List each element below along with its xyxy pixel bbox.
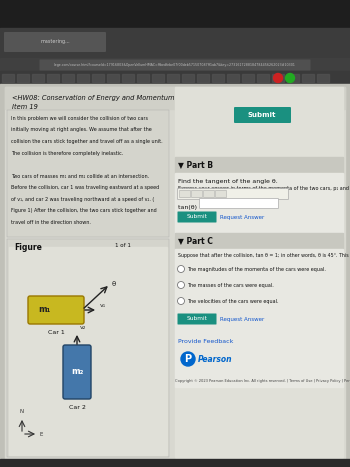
- Bar: [175, 87, 343, 457]
- Text: Submit: Submit: [187, 214, 208, 219]
- Text: The velocities of the cars were equal.: The velocities of the cars were equal.: [187, 299, 279, 304]
- Bar: [7, 239, 169, 457]
- Text: Figure: Figure: [14, 243, 42, 252]
- Text: m₁: m₁: [38, 305, 50, 314]
- Circle shape: [286, 73, 294, 83]
- Text: Car 2: Car 2: [69, 405, 85, 410]
- Bar: [32, 74, 44, 82]
- Text: 1 of 1: 1 of 1: [115, 243, 131, 248]
- Bar: [175, 173, 343, 237]
- Text: Request Answer: Request Answer: [220, 214, 264, 219]
- Bar: [137, 74, 149, 82]
- Text: Request Answer: Request Answer: [220, 317, 264, 321]
- Bar: [287, 74, 299, 82]
- Bar: [175, 233, 343, 249]
- Text: Before the collision, car 1 was traveling eastward at a speed: Before the collision, car 1 was travelin…: [11, 185, 159, 190]
- Text: Figure 1) After the collision, the two cars stick together and: Figure 1) After the collision, the two c…: [11, 208, 157, 213]
- Bar: [272, 74, 284, 82]
- Text: In this problem we will consider the collision of two cars: In this problem we will consider the col…: [11, 116, 148, 121]
- Bar: [0, 71, 350, 84]
- Text: Pearson: Pearson: [198, 354, 232, 363]
- Circle shape: [177, 266, 184, 273]
- Text: Submit: Submit: [248, 112, 276, 118]
- Bar: [2, 74, 14, 82]
- FancyBboxPatch shape: [177, 313, 217, 325]
- Text: Provide Feedback: Provide Feedback: [178, 339, 233, 344]
- FancyBboxPatch shape: [28, 296, 84, 324]
- FancyBboxPatch shape: [216, 190, 226, 198]
- Text: Express your answer in terms of the momenta of the two cars, p₁ and p₂.: Express your answer in terms of the mome…: [178, 186, 350, 191]
- Text: Item 19: Item 19: [12, 104, 38, 110]
- Text: travel off in the direction shown.: travel off in the direction shown.: [11, 219, 91, 225]
- Bar: [7, 110, 169, 237]
- FancyBboxPatch shape: [180, 190, 190, 198]
- Bar: [317, 74, 329, 82]
- Bar: [0, 459, 350, 467]
- FancyBboxPatch shape: [177, 212, 217, 222]
- FancyBboxPatch shape: [234, 107, 291, 123]
- Text: mastering...: mastering...: [40, 40, 70, 44]
- Text: The magnitudes of the momenta of the cars were equal.: The magnitudes of the momenta of the car…: [187, 267, 326, 272]
- Text: v₂: v₂: [80, 325, 86, 330]
- Text: Find the tangent of the angle θ.: Find the tangent of the angle θ.: [178, 179, 278, 184]
- FancyBboxPatch shape: [40, 59, 310, 71]
- Bar: [77, 74, 89, 82]
- FancyBboxPatch shape: [63, 345, 91, 399]
- Text: collision the cars stick together and travel off as a single unit.: collision the cars stick together and tr…: [11, 139, 163, 144]
- Text: The collision is therefore completely inelastic.: The collision is therefore completely in…: [11, 150, 123, 156]
- Bar: [92, 74, 104, 82]
- Text: of v₁, and car 2 was traveling northward at a speed of v₂. (: of v₁, and car 2 was traveling northward…: [11, 197, 154, 201]
- Text: initially moving at right angles. We assume that after the: initially moving at right angles. We ass…: [11, 127, 152, 133]
- Bar: [175, 249, 343, 387]
- Bar: [62, 74, 74, 82]
- Text: P: P: [184, 354, 191, 364]
- Bar: [122, 74, 134, 82]
- Bar: [5, 87, 345, 462]
- Text: Two cars of masses m₁ and m₂ collide at an intersection.: Two cars of masses m₁ and m₂ collide at …: [11, 174, 149, 178]
- Bar: [212, 74, 224, 82]
- Text: m₂: m₂: [71, 368, 83, 376]
- FancyBboxPatch shape: [4, 32, 106, 52]
- Circle shape: [177, 282, 184, 289]
- Bar: [227, 74, 239, 82]
- Bar: [175, 157, 343, 173]
- Bar: [182, 74, 194, 82]
- FancyBboxPatch shape: [199, 198, 279, 208]
- Text: ▼ Part B: ▼ Part B: [178, 161, 213, 170]
- FancyBboxPatch shape: [204, 190, 214, 198]
- Circle shape: [177, 297, 184, 304]
- Bar: [242, 74, 254, 82]
- Text: ▼ Part C: ▼ Part C: [178, 236, 213, 246]
- Bar: [167, 74, 179, 82]
- Text: The masses of the cars were equal.: The masses of the cars were equal.: [187, 283, 274, 288]
- Bar: [17, 74, 29, 82]
- Bar: [107, 74, 119, 82]
- Bar: [9, 247, 167, 455]
- Text: θ: θ: [112, 281, 116, 287]
- Bar: [5, 87, 345, 109]
- Bar: [0, 84, 350, 467]
- Text: Submit: Submit: [187, 317, 208, 321]
- Bar: [0, 28, 350, 58]
- FancyBboxPatch shape: [192, 190, 202, 198]
- Text: E: E: [40, 432, 43, 437]
- FancyBboxPatch shape: [177, 189, 288, 199]
- Bar: [0, 58, 350, 71]
- Text: Copyright © 2023 Pearson Education Inc. All rights reserved. | Terms of Use | Pr: Copyright © 2023 Pearson Education Inc. …: [175, 379, 350, 383]
- Text: Suppose that after the collision, tan θ = 1; in other words, θ is 45°. This mean: Suppose that after the collision, tan θ …: [178, 253, 350, 258]
- Circle shape: [273, 73, 282, 83]
- Bar: [152, 74, 164, 82]
- Bar: [257, 74, 269, 82]
- Bar: [0, 0, 350, 28]
- Text: llege.com/course.html?courseId=17916803&OpenVellumHMAC=ffbedfebe07f00deb57150708: llege.com/course.html?courseId=17916803&…: [54, 63, 296, 67]
- Text: Car 1: Car 1: [48, 330, 64, 335]
- Text: N: N: [20, 409, 24, 414]
- Text: <HW08: Conservation of Energy and Momentum: <HW08: Conservation of Energy and Moment…: [12, 95, 175, 101]
- Bar: [47, 74, 59, 82]
- Bar: [197, 74, 209, 82]
- Circle shape: [181, 352, 195, 366]
- Bar: [302, 74, 314, 82]
- Text: tan(θ) =: tan(θ) =: [178, 205, 204, 210]
- Text: v₁: v₁: [100, 303, 106, 308]
